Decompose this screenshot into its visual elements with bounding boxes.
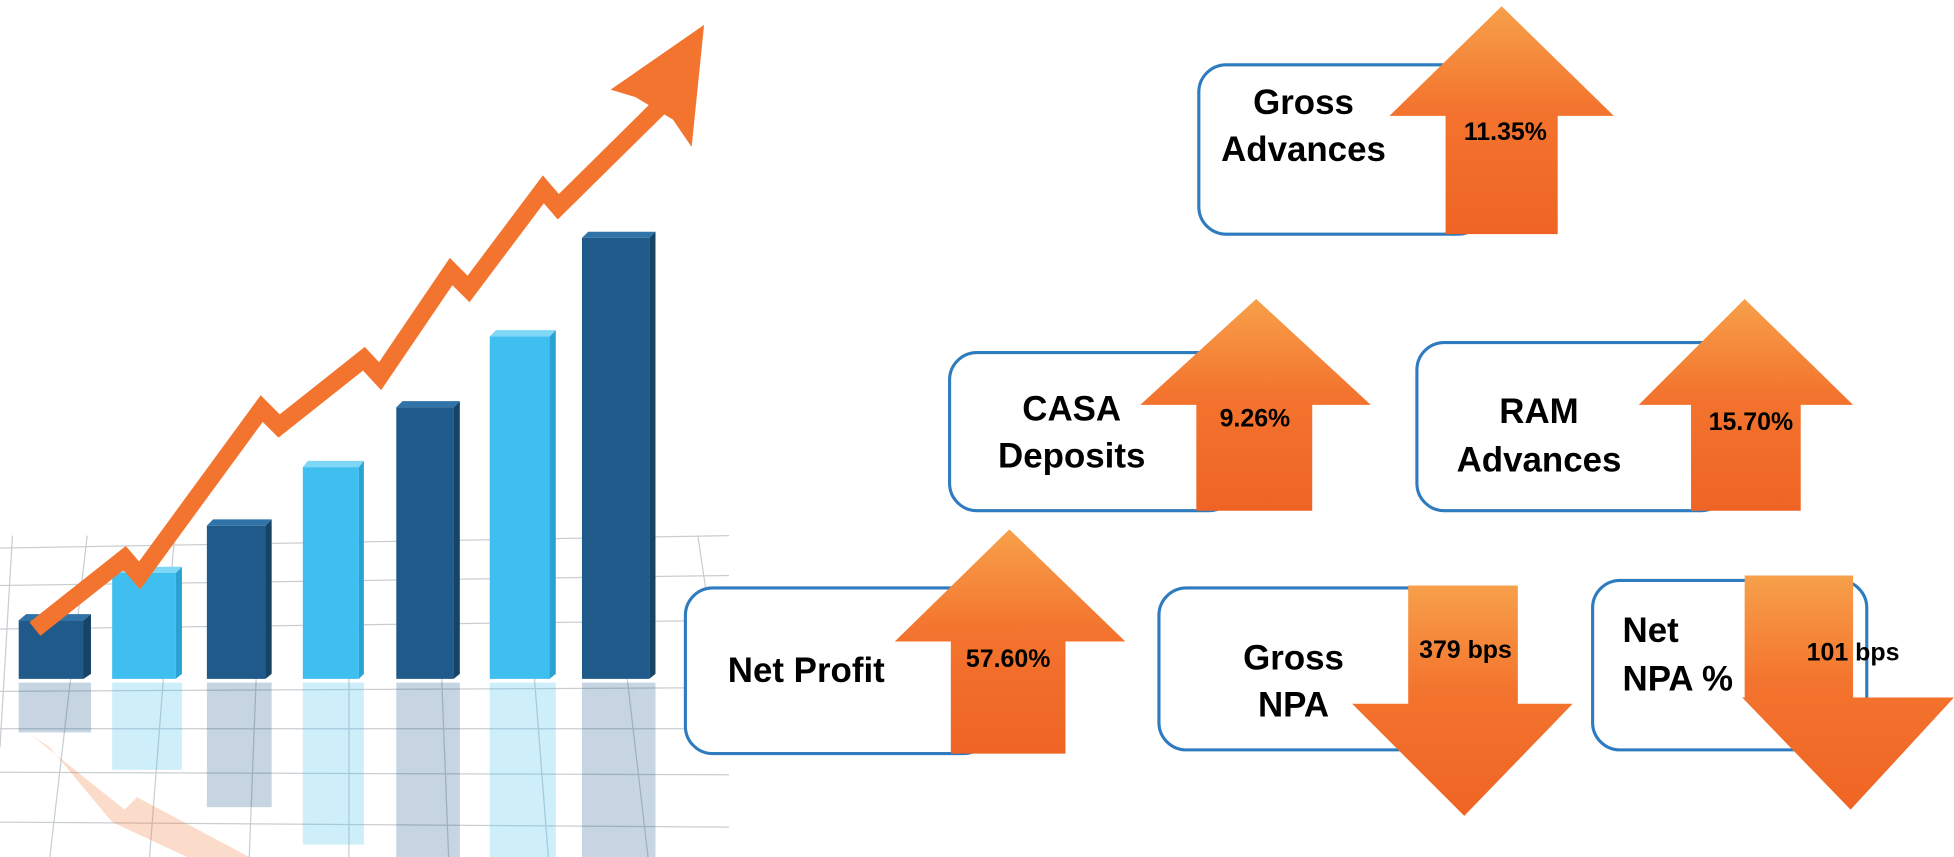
card-value: 15.70%: [1709, 408, 1794, 436]
card-value: 57.60%: [966, 645, 1051, 673]
card-label: NPA %: [1623, 660, 1733, 699]
metric-card: Gross Advances 11.35%: [1199, 6, 1614, 234]
card-label: Net: [1623, 611, 1680, 650]
metric-card: Gross NPA 379 bps: [1159, 585, 1573, 815]
metric-card: CASA Deposits 9.26%: [950, 299, 1371, 511]
metric-card: Net Profit 57.60%: [685, 529, 1125, 753]
reflection: [19, 683, 656, 857]
card-value: 11.35%: [1464, 118, 1547, 146]
card-label: Gross: [1243, 638, 1344, 677]
cards: Gross Advances 11.35% CASA Deposits 9.26% RAM A…: [685, 6, 1954, 816]
card-value: 379 bps: [1419, 636, 1512, 664]
card-label: CASA: [1022, 389, 1121, 428]
card-value: 9.26%: [1220, 404, 1291, 432]
page: {"cards": [ {"label": ["Gross", "Advance…: [0, 0, 1954, 857]
bars: [19, 232, 656, 679]
card-label: NPA: [1258, 686, 1329, 725]
card-label: Net Profit: [728, 651, 885, 690]
growth-illustration: [0, 25, 729, 857]
card-label: Advances: [1457, 440, 1622, 479]
card-label: Advances: [1221, 130, 1386, 169]
infographic: Gross Advances 11.35% CASA Deposits 9.26% RAM A…: [0, 0, 1954, 857]
metric-card: RAM Advances 15.70%: [1417, 299, 1853, 511]
card-label: Gross: [1253, 83, 1354, 122]
card-label: Deposits: [998, 437, 1145, 476]
card-value: 101 bps: [1807, 639, 1900, 667]
metric-card: Net NPA % 101 bps: [1593, 575, 1954, 809]
arrow-down: [1742, 575, 1954, 809]
card-label: RAM: [1499, 392, 1578, 431]
